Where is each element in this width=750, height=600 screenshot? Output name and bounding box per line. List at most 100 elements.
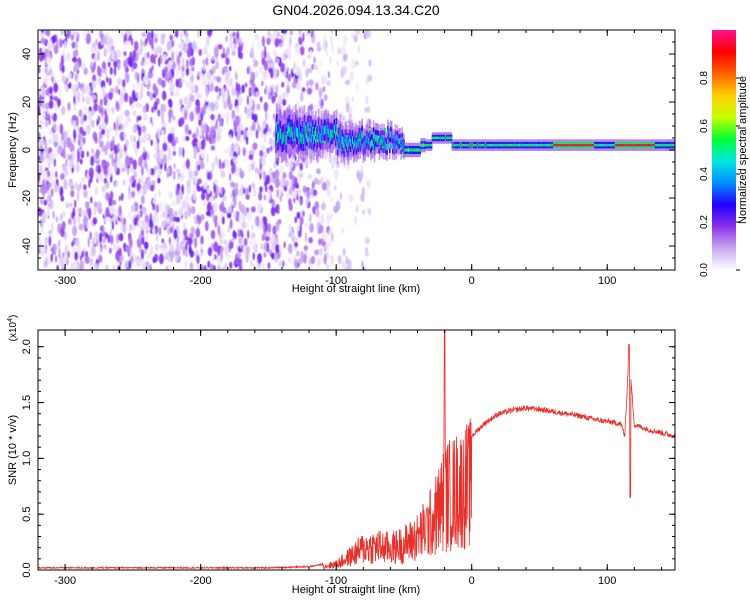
noise-blob <box>143 249 147 255</box>
noise-blob <box>288 45 292 52</box>
y-tick-label: -20 <box>21 190 33 206</box>
noise-blob <box>49 94 54 101</box>
noise-blob <box>86 221 89 229</box>
noise-blob <box>141 236 145 245</box>
signal-core <box>452 143 455 147</box>
noise-blob <box>142 105 147 114</box>
noise-blob <box>156 32 159 39</box>
noise-blob <box>75 162 80 173</box>
noise-blob <box>62 147 66 158</box>
signal-core <box>291 126 293 137</box>
noise-blob <box>156 144 160 155</box>
noise-blob <box>355 205 359 213</box>
signal-core <box>598 143 601 147</box>
noise-blob <box>252 252 255 261</box>
signal-core <box>414 148 417 152</box>
signal-core <box>302 134 305 144</box>
noise-blob <box>141 31 147 38</box>
signal-core <box>520 143 523 147</box>
noise-blob <box>125 155 131 167</box>
signal-core <box>339 129 342 138</box>
noise-blob <box>82 184 87 191</box>
signal-core <box>553 143 555 147</box>
signal-core <box>499 143 501 147</box>
noise-blob <box>273 233 276 243</box>
signal-core <box>555 143 557 147</box>
noise-blob <box>113 214 117 222</box>
noise-blob <box>46 30 51 37</box>
noise-blob <box>131 89 136 101</box>
signal-core <box>505 143 508 147</box>
noise-blob <box>266 37 271 45</box>
noise-blob <box>364 251 370 257</box>
noise-blob <box>308 213 312 223</box>
noise-blob <box>109 42 112 54</box>
noise-blob <box>149 264 153 270</box>
noise-blob <box>71 84 77 93</box>
figure-title: GN04.2026.094.13.34.C20 <box>272 2 440 18</box>
noise-blob <box>232 156 237 164</box>
signal-core <box>597 143 600 147</box>
noise-blob <box>195 105 201 114</box>
noise-blob <box>349 71 355 82</box>
noise-blob <box>146 252 152 260</box>
noise-blob <box>158 57 161 67</box>
noise-blob <box>91 44 94 51</box>
noise-blob <box>237 258 242 264</box>
x-tick-label: 0 <box>469 575 475 587</box>
noise-blob <box>80 117 84 126</box>
signal-core <box>608 143 610 147</box>
signal-core <box>363 140 365 148</box>
signal-core <box>438 136 440 140</box>
noise-blob <box>207 260 211 269</box>
noise-blob <box>118 89 121 95</box>
noise-blob <box>306 188 310 200</box>
noise-blob <box>188 206 191 218</box>
noise-blob <box>344 79 351 86</box>
noise-blob <box>310 30 314 38</box>
noise-blob <box>247 229 250 239</box>
noise-blob <box>96 77 100 85</box>
noise-blob <box>248 97 254 108</box>
signal-core <box>541 143 544 147</box>
colorbar-tick-label: 0.6 <box>699 119 710 133</box>
noise-blob <box>263 135 267 144</box>
signal-core <box>639 143 642 147</box>
noise-blob <box>232 210 237 219</box>
signal-core <box>423 143 425 147</box>
signal-core <box>407 148 409 152</box>
colorbar-label: Normalized spectral amplitude <box>737 76 749 224</box>
signal-core <box>294 129 296 140</box>
noise-blob <box>236 252 242 259</box>
signal-core <box>579 143 582 147</box>
signal-core <box>395 143 398 149</box>
noise-blob <box>213 183 216 194</box>
noise-blob <box>345 255 348 265</box>
signal-core <box>543 143 546 147</box>
noise-blob <box>79 260 85 270</box>
noise-blob <box>105 206 110 218</box>
signal-core <box>433 136 436 140</box>
noise-blob <box>220 170 226 179</box>
noise-blob <box>200 235 204 245</box>
signal-core <box>418 148 420 152</box>
noise-blob <box>65 202 70 209</box>
signal-core <box>448 136 451 140</box>
signal-core <box>301 128 304 138</box>
noise-blob <box>73 95 76 104</box>
noise-blob <box>43 183 48 194</box>
signal-core <box>497 143 499 147</box>
noise-blob <box>129 134 133 143</box>
signal-speck <box>383 127 387 131</box>
noise-blob <box>274 190 277 200</box>
noise-blob <box>78 250 81 259</box>
noise-blob <box>148 71 151 79</box>
noise-blob <box>269 145 273 152</box>
noise-blob <box>56 264 59 270</box>
signal-core <box>538 143 540 147</box>
noise-blob <box>50 232 55 238</box>
signal-core <box>393 144 396 150</box>
noise-blob <box>235 166 240 177</box>
signal-core <box>427 143 430 147</box>
